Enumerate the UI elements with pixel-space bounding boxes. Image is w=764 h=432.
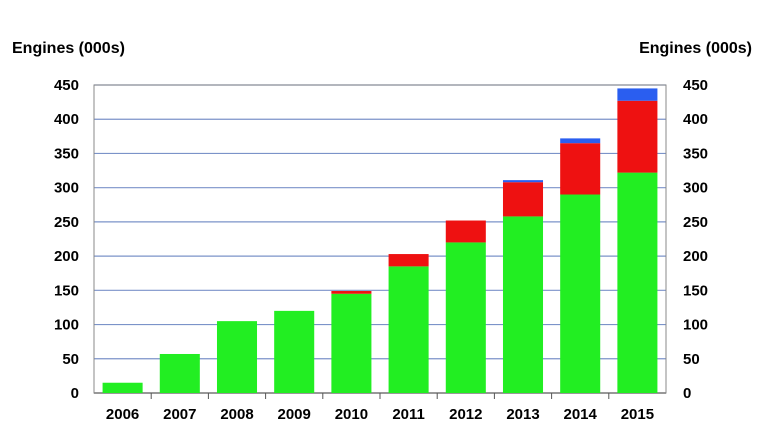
y-tick-label-right: 250 xyxy=(683,214,708,231)
y-tick-label-right: 0 xyxy=(683,385,691,402)
y-tick-label-right: 200 xyxy=(683,248,708,265)
x-tick-label: 2012 xyxy=(449,406,482,423)
y-tick-label-right: 150 xyxy=(683,282,708,299)
y-tick-label-left: 200 xyxy=(54,248,79,265)
y-axis-left-label: Engines (000s) xyxy=(12,40,125,57)
bar-segment-2 xyxy=(502,180,544,183)
y-tick-label-right: 450 xyxy=(683,77,708,94)
bar-segment-0 xyxy=(617,172,658,393)
x-tick-label: 2010 xyxy=(335,406,368,423)
y-tick-label-right: 100 xyxy=(683,317,708,334)
x-tick-label: 2014 xyxy=(564,406,598,423)
y-axis-right-ticks: 0 50 100 150 200 250 300 350 400 450 xyxy=(683,77,708,402)
y-tick-label-left: 50 xyxy=(62,351,79,368)
y-tick-label-left: 0 xyxy=(71,385,79,402)
bar-segment-1 xyxy=(560,143,601,195)
bar-segment-0 xyxy=(159,353,200,393)
bar-segment-0 xyxy=(216,321,258,393)
x-tick-label: 2015 xyxy=(621,406,654,423)
bar-segment-1 xyxy=(445,220,486,243)
bar-segment-2 xyxy=(560,138,601,144)
y-tick-label-left: 150 xyxy=(54,282,79,299)
bar-segment-1 xyxy=(331,291,372,294)
bar-segment-0 xyxy=(331,293,372,393)
x-tick-label: 2008 xyxy=(220,406,253,423)
bar-segment-0 xyxy=(560,194,601,393)
y-tick-label-right: 50 xyxy=(683,351,700,368)
x-tick-label: 2006 xyxy=(106,406,139,423)
y-tick-label-left: 400 xyxy=(54,111,79,128)
x-tick-label: 2011 xyxy=(392,406,425,423)
bar-segment-0 xyxy=(102,382,143,393)
x-tick-label: 2009 xyxy=(278,406,311,423)
bar-segment-1 xyxy=(388,254,429,267)
y-tick-label-right: 300 xyxy=(683,180,708,197)
y-axis-right-label: Engines (000s) xyxy=(639,40,752,57)
y-tick-label-left: 300 xyxy=(54,180,79,197)
bars xyxy=(102,88,658,393)
bar-segment-0 xyxy=(274,310,315,393)
y-tick-label-left: 350 xyxy=(54,145,79,162)
y-axis-left-ticks: 0 50 100 150 200 250 300 350 400 450 xyxy=(54,77,79,402)
bar-segment-1 xyxy=(617,100,658,173)
x-tick-label: 2007 xyxy=(163,406,196,423)
bar-segment-1 xyxy=(502,182,544,217)
y-tick-label-right: 400 xyxy=(683,111,708,128)
bar-segment-0 xyxy=(388,266,429,393)
y-tick-label-left: 250 xyxy=(54,214,79,231)
bar-segment-0 xyxy=(502,216,544,393)
bar-segment-0 xyxy=(445,242,486,393)
x-axis-ticks: 2006 2007 2008 2009 2010 2011 2012 2013 2014 2015 xyxy=(106,393,654,423)
y-tick-label-left: 450 xyxy=(54,77,79,94)
bar-segment-2 xyxy=(617,88,658,101)
y-tick-label-left: 100 xyxy=(54,317,79,334)
x-tick-label: 2013 xyxy=(506,406,539,423)
y-tick-label-right: 350 xyxy=(683,145,708,162)
